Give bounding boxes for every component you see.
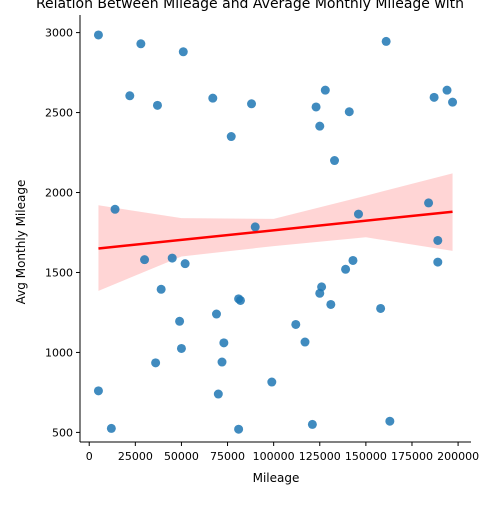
points-layer bbox=[93, 30, 458, 434]
data-point bbox=[311, 102, 321, 112]
data-point bbox=[376, 303, 386, 313]
data-point bbox=[211, 309, 221, 319]
confidence-band bbox=[98, 173, 453, 291]
data-point bbox=[429, 92, 439, 102]
data-point bbox=[267, 377, 277, 387]
data-point bbox=[219, 338, 229, 348]
data-point bbox=[136, 39, 146, 49]
confidence-band-layer bbox=[98, 173, 453, 291]
data-point bbox=[247, 99, 257, 109]
data-point bbox=[348, 255, 358, 265]
data-point bbox=[315, 288, 325, 298]
y-tick-label: 1000 bbox=[45, 346, 73, 359]
data-point bbox=[326, 299, 336, 309]
x-axis-label: Mileage bbox=[253, 471, 300, 485]
data-point bbox=[151, 358, 161, 368]
data-point bbox=[93, 386, 103, 396]
data-point bbox=[167, 253, 177, 263]
data-point bbox=[110, 204, 120, 214]
data-point bbox=[344, 107, 354, 117]
axes-layer: 0 25000 50000 75000 100000 125000 150000 175000… bbox=[45, 15, 479, 463]
data-point bbox=[156, 284, 166, 294]
y-tick-label: 500 bbox=[52, 426, 73, 439]
data-point bbox=[433, 235, 443, 245]
data-point bbox=[125, 91, 135, 101]
x-tick-label: 25000 bbox=[118, 450, 153, 463]
data-point bbox=[208, 93, 218, 103]
data-point bbox=[424, 198, 434, 208]
x-tick-label: 0 bbox=[86, 450, 93, 463]
data-point bbox=[385, 416, 395, 426]
data-point bbox=[330, 156, 340, 166]
y-tick-label: 1500 bbox=[45, 266, 73, 279]
y-axis-label: Avg Monthly Mileage bbox=[14, 180, 28, 305]
y-tick-label: 3000 bbox=[45, 27, 73, 40]
data-point bbox=[448, 97, 458, 107]
data-point bbox=[235, 295, 245, 305]
data-point bbox=[307, 419, 317, 429]
data-point bbox=[176, 343, 186, 353]
data-point bbox=[353, 209, 363, 219]
data-point bbox=[433, 257, 443, 267]
data-point bbox=[93, 30, 103, 40]
data-point bbox=[442, 85, 452, 95]
data-point bbox=[234, 424, 244, 434]
data-point bbox=[320, 85, 330, 95]
regression-line bbox=[98, 210, 453, 250]
x-tick-label: 200000 bbox=[437, 450, 479, 463]
data-point bbox=[178, 47, 188, 57]
data-point bbox=[250, 222, 260, 232]
data-point bbox=[140, 255, 150, 265]
data-point bbox=[175, 316, 185, 326]
x-tick-label: 50000 bbox=[164, 450, 199, 463]
data-point bbox=[381, 36, 391, 46]
x-tick-label: 100000 bbox=[253, 450, 295, 463]
chart-title: Relation Between Mileage and Average Mon… bbox=[36, 0, 464, 12]
x-tick-label: 175000 bbox=[391, 450, 433, 463]
regression-line-layer bbox=[98, 210, 453, 250]
data-point bbox=[341, 264, 351, 274]
data-point bbox=[217, 357, 227, 367]
data-point bbox=[291, 319, 301, 329]
y-tick-label: 2000 bbox=[45, 187, 73, 200]
x-tick-label: 125000 bbox=[299, 450, 341, 463]
data-point bbox=[106, 423, 116, 433]
data-point bbox=[300, 337, 310, 347]
data-point bbox=[180, 259, 190, 269]
x-tick-label: 150000 bbox=[345, 450, 387, 463]
data-point bbox=[315, 121, 325, 131]
data-point bbox=[213, 389, 223, 399]
y-tick-label: 2500 bbox=[45, 107, 73, 120]
x-tick-label: 75000 bbox=[210, 450, 245, 463]
data-point bbox=[152, 100, 162, 110]
data-point bbox=[226, 132, 236, 142]
